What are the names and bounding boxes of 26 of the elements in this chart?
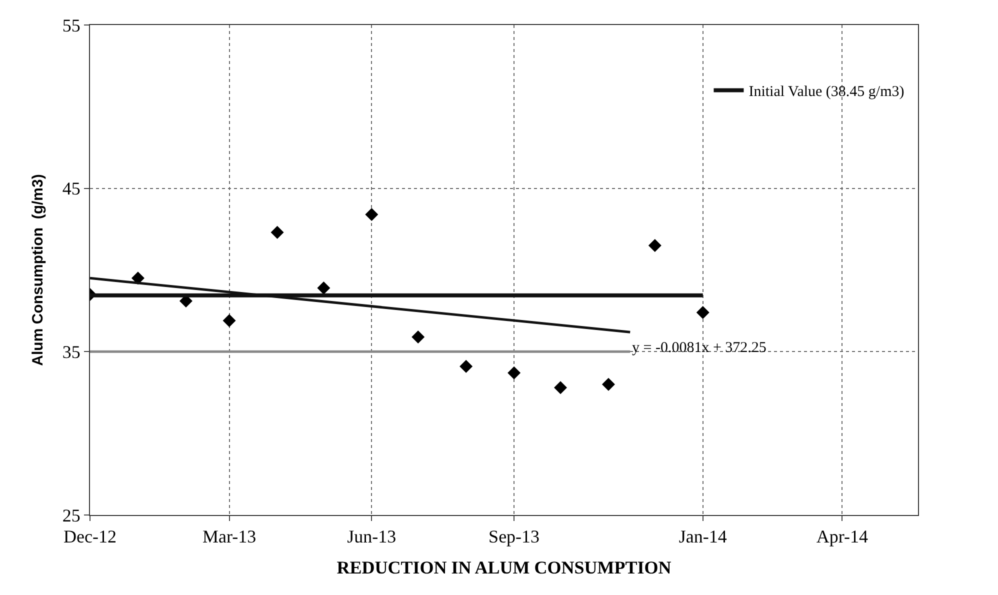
- x-tick-label: Jan-14: [678, 526, 727, 547]
- x-tick-label: Mar-13: [202, 526, 256, 547]
- point: [508, 366, 521, 380]
- point: [131, 272, 144, 285]
- x-tick-label: Dec-12: [64, 526, 116, 547]
- annotation: y = -0.0081x + 372.25: [632, 340, 766, 356]
- point: [317, 281, 330, 294]
- point: [222, 314, 236, 328]
- x-tick-label: Sep-13: [488, 526, 540, 547]
- point: [270, 226, 284, 239]
- x-axis-title: REDUCTION IN ALUM CONSUMPTION: [336, 558, 672, 578]
- y-axis-title: Alum Consumption (g/m3): [30, 174, 47, 366]
- x-tick-label: Apr-14: [816, 526, 868, 547]
- point: [648, 239, 662, 252]
- point: [602, 378, 615, 391]
- point: [554, 381, 567, 394]
- point: [696, 306, 710, 319]
- point: [365, 208, 378, 221]
- y-tick-label: 35: [62, 342, 80, 362]
- point: [412, 330, 425, 344]
- x-tick-label: Jun-13: [347, 526, 396, 547]
- legend-label: Initial Value (38.45 g/m3): [748, 84, 904, 100]
- y-tick-label: 45: [62, 178, 80, 199]
- y-tick-label: 25: [62, 505, 80, 526]
- point: [460, 360, 473, 373]
- y-tick-label: 55: [62, 15, 80, 36]
